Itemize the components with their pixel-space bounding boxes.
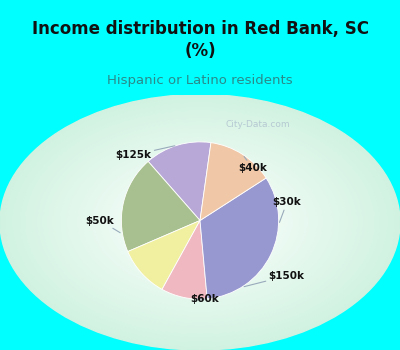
Text: $30k: $30k	[272, 197, 301, 222]
Wedge shape	[121, 161, 200, 252]
Circle shape	[158, 195, 242, 250]
Circle shape	[5, 98, 395, 347]
Circle shape	[150, 190, 250, 254]
Circle shape	[168, 202, 232, 243]
Circle shape	[100, 158, 300, 286]
Circle shape	[42, 122, 358, 323]
Text: City-Data.com: City-Data.com	[225, 120, 290, 129]
Circle shape	[188, 214, 212, 230]
Circle shape	[195, 219, 205, 225]
Circle shape	[140, 184, 260, 260]
Circle shape	[135, 181, 265, 264]
Wedge shape	[162, 220, 207, 299]
Circle shape	[82, 147, 318, 297]
Circle shape	[160, 197, 240, 248]
Circle shape	[78, 144, 322, 301]
Circle shape	[30, 114, 370, 331]
Circle shape	[15, 104, 385, 341]
Circle shape	[80, 146, 320, 299]
Circle shape	[20, 107, 380, 337]
Circle shape	[192, 217, 208, 227]
Circle shape	[145, 187, 255, 257]
Circle shape	[55, 130, 345, 315]
Circle shape	[38, 118, 362, 326]
Circle shape	[118, 169, 282, 275]
Circle shape	[198, 220, 202, 224]
Circle shape	[90, 152, 310, 293]
Circle shape	[85, 149, 315, 296]
Circle shape	[8, 99, 392, 345]
Text: $60k: $60k	[191, 294, 220, 304]
Circle shape	[62, 134, 338, 310]
Circle shape	[125, 174, 275, 270]
Circle shape	[65, 136, 335, 308]
Circle shape	[98, 157, 302, 288]
Circle shape	[12, 103, 388, 342]
Circle shape	[120, 171, 280, 273]
Circle shape	[52, 128, 348, 316]
Circle shape	[115, 168, 285, 276]
Circle shape	[25, 111, 375, 334]
Circle shape	[128, 176, 272, 268]
Circle shape	[72, 141, 328, 304]
Wedge shape	[148, 142, 211, 220]
Circle shape	[148, 189, 252, 256]
Circle shape	[48, 125, 352, 320]
Text: Income distribution in Red Bank, SC
(%): Income distribution in Red Bank, SC (%)	[32, 20, 368, 61]
Circle shape	[92, 154, 308, 291]
Circle shape	[45, 123, 355, 321]
Circle shape	[132, 179, 268, 265]
Circle shape	[138, 182, 262, 262]
Circle shape	[178, 208, 222, 237]
Circle shape	[190, 216, 210, 229]
Circle shape	[70, 139, 330, 305]
Circle shape	[10, 101, 390, 344]
Circle shape	[32, 115, 368, 329]
Wedge shape	[128, 220, 200, 289]
Circle shape	[152, 192, 248, 253]
Circle shape	[170, 203, 230, 242]
Circle shape	[110, 165, 290, 280]
Circle shape	[0, 94, 400, 350]
Circle shape	[122, 173, 278, 272]
Circle shape	[108, 163, 292, 281]
Circle shape	[142, 186, 258, 259]
Text: $50k: $50k	[86, 216, 120, 233]
Circle shape	[155, 194, 245, 251]
Circle shape	[185, 213, 215, 232]
Circle shape	[130, 177, 270, 267]
Circle shape	[162, 198, 238, 246]
Text: Hispanic or Latino residents: Hispanic or Latino residents	[107, 74, 293, 87]
Circle shape	[105, 162, 295, 283]
Circle shape	[182, 211, 218, 233]
Circle shape	[102, 160, 298, 285]
Circle shape	[18, 106, 382, 339]
Wedge shape	[200, 178, 279, 299]
Circle shape	[60, 133, 340, 312]
Circle shape	[2, 96, 398, 348]
Text: $40k: $40k	[238, 156, 267, 173]
Circle shape	[88, 150, 312, 294]
Circle shape	[175, 206, 225, 238]
Circle shape	[22, 109, 378, 336]
Text: $150k: $150k	[244, 271, 304, 287]
Circle shape	[50, 126, 350, 318]
Circle shape	[35, 117, 365, 328]
Circle shape	[40, 120, 360, 324]
Circle shape	[180, 209, 220, 235]
Circle shape	[112, 166, 288, 278]
Circle shape	[58, 131, 342, 313]
Circle shape	[75, 142, 325, 302]
Circle shape	[68, 138, 332, 307]
Circle shape	[165, 200, 235, 245]
Circle shape	[172, 205, 228, 240]
Wedge shape	[200, 143, 266, 220]
Circle shape	[95, 155, 305, 289]
Text: $125k: $125k	[116, 146, 175, 160]
Circle shape	[28, 112, 372, 332]
